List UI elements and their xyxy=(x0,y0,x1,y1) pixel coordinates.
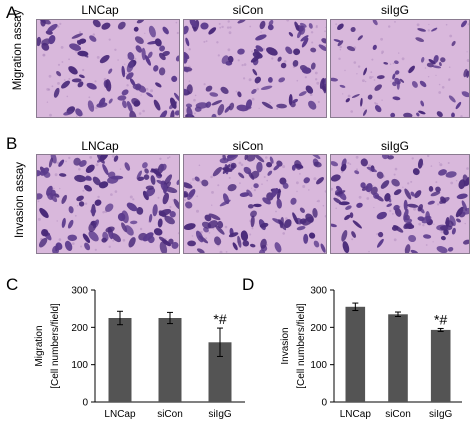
micrograph-invasion-siigg xyxy=(330,154,470,254)
y-tick-label: 100 xyxy=(71,360,88,371)
image-title-b-sicon: siCon xyxy=(232,139,264,153)
image-title-a-siigg: siIgG xyxy=(380,3,409,17)
y-tick-label: 0 xyxy=(82,398,88,409)
x-tick-label: LNCap xyxy=(104,409,136,420)
image-title-b-lncap: LNCap xyxy=(81,139,119,153)
y-axis-label: Migration xyxy=(34,325,45,366)
y-tick-label: 100 xyxy=(310,360,327,371)
y-tick-label: 200 xyxy=(310,323,327,334)
x-tick-label: siCon xyxy=(385,409,411,420)
bar-siigg xyxy=(430,329,451,402)
image-title-a-sicon: siCon xyxy=(232,3,264,17)
x-tick-label: siIgG xyxy=(208,409,232,420)
micrograph-migration-sicon xyxy=(183,19,327,118)
panel-label-d: D xyxy=(242,275,255,294)
y-tick-label: 300 xyxy=(310,286,327,297)
x-tick-label: LNCap xyxy=(340,409,372,420)
bar-sicon xyxy=(158,318,182,402)
panel-label-c: C xyxy=(6,275,19,294)
bar-lncap xyxy=(345,306,366,402)
bar-siigg xyxy=(208,342,232,402)
micrograph-invasion-lncap xyxy=(36,154,180,254)
chart-invasion: 0 100 200 300 Invasion [Cell numbers/field] LN… xyxy=(280,286,462,420)
image-title-a-lncap: LNCap xyxy=(81,3,119,17)
panel-label-b: B xyxy=(6,134,18,153)
x-tick-label: siCon xyxy=(157,409,183,420)
y-axis-label: [Cell numbers/field] xyxy=(296,303,307,389)
micrograph-invasion-sicon xyxy=(183,154,327,254)
bar-lncap xyxy=(108,318,132,402)
y-axis-label: Invasion xyxy=(280,327,291,364)
y-axis-label: [Cell numbers/field] xyxy=(50,303,61,389)
chart-migration: 0 100 200 300 Migration [Cell numbers/field] L… xyxy=(34,286,245,420)
y-tick-label: 200 xyxy=(71,323,88,334)
micrograph-migration-lncap xyxy=(36,19,180,118)
y-tick-label: 0 xyxy=(321,398,327,409)
bar-sicon xyxy=(388,314,408,402)
x-tick-label: siIgG xyxy=(429,409,453,420)
image-title-b-siigg: siIgG xyxy=(380,139,409,153)
significance-marker: *# xyxy=(213,311,226,327)
panel-label-a: A xyxy=(6,3,18,22)
micrograph-migration-siigg xyxy=(330,19,470,118)
significance-marker: *# xyxy=(434,311,447,327)
y-tick-label: 300 xyxy=(71,286,88,297)
